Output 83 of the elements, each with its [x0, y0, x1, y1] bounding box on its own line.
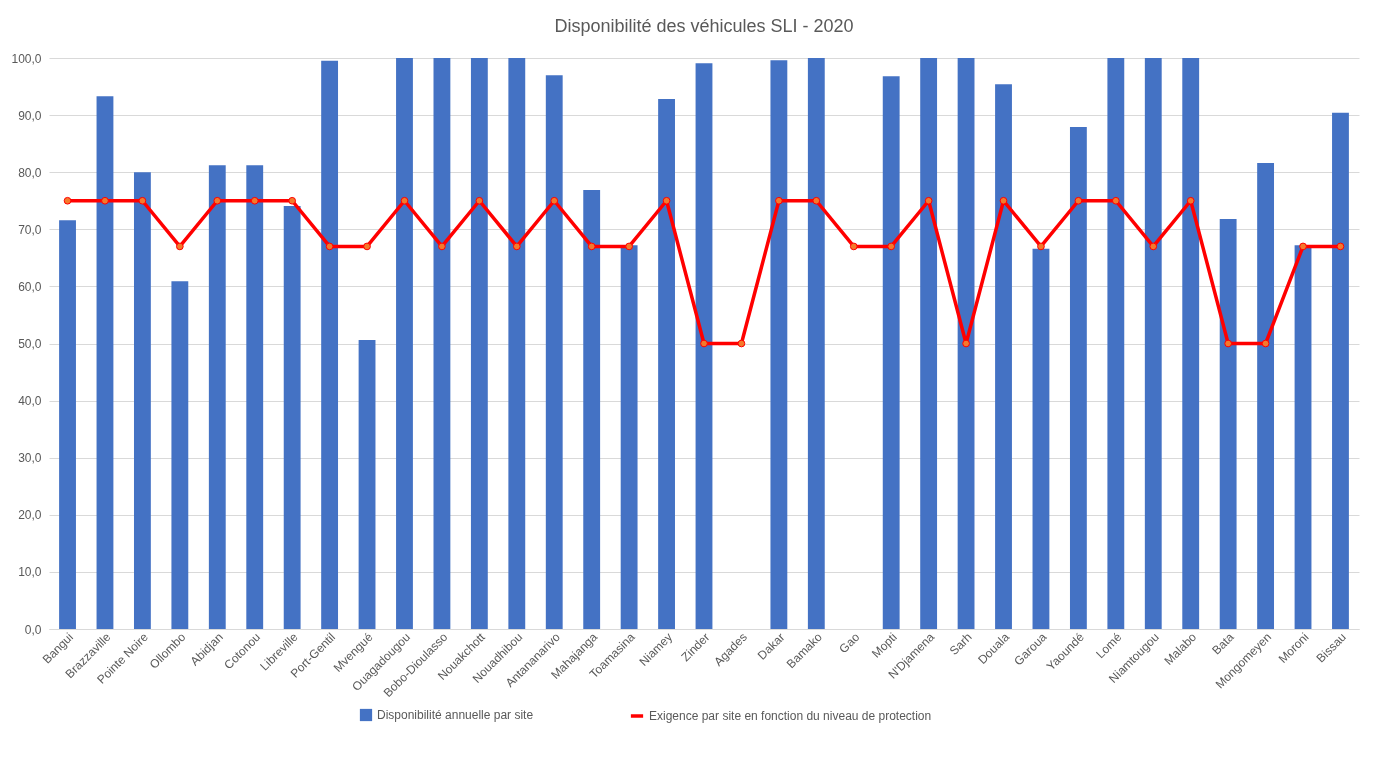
point	[887, 242, 896, 251]
point	[775, 196, 783, 205]
point	[924, 196, 933, 205]
point	[700, 339, 708, 348]
y-tick-label: 60,0	[18, 279, 42, 294]
point	[325, 242, 334, 251]
bar	[545, 75, 563, 629]
bar	[321, 60, 339, 629]
point	[475, 196, 484, 205]
bar	[1257, 163, 1275, 629]
point	[176, 242, 184, 251]
bar	[133, 172, 151, 629]
point	[1149, 242, 1158, 251]
point	[662, 196, 671, 205]
point	[737, 339, 746, 348]
bar	[658, 99, 675, 629]
bar	[1294, 245, 1312, 629]
bar	[620, 245, 638, 629]
bar	[770, 60, 788, 629]
point	[587, 242, 596, 251]
bar	[583, 189, 601, 629]
point	[213, 196, 222, 205]
point	[625, 242, 633, 251]
point	[962, 339, 970, 348]
bar	[1069, 127, 1087, 629]
bar	[508, 58, 526, 629]
y-tick-label: 20,0	[18, 508, 42, 523]
bar	[396, 58, 413, 629]
bar	[920, 58, 938, 629]
point	[438, 242, 446, 251]
y-tick-label: 10,0	[18, 565, 42, 580]
point	[550, 196, 559, 205]
point	[400, 196, 409, 205]
bar	[433, 58, 451, 629]
bar	[171, 281, 189, 629]
point	[288, 196, 297, 205]
bar	[1332, 112, 1349, 629]
bar	[283, 205, 301, 629]
bar	[470, 58, 488, 629]
point	[1074, 196, 1083, 205]
bar	[695, 63, 713, 629]
chart-title: Disponibilité des véhicules SLI - 2020	[554, 16, 854, 36]
bar	[96, 96, 114, 629]
y-tick-label: 70,0	[18, 222, 42, 237]
bar	[1182, 58, 1200, 629]
point	[1261, 339, 1270, 348]
bar	[208, 165, 226, 629]
x-tick-label: Gao	[836, 629, 863, 657]
point	[250, 196, 259, 205]
point	[101, 196, 109, 205]
y-tick-label: 90,0	[18, 108, 42, 123]
y-tick-label: 100,0	[11, 51, 42, 66]
point	[1224, 339, 1232, 348]
y-tick-label: 80,0	[18, 165, 42, 180]
bar	[1107, 58, 1125, 629]
legend-label: Disponibilité annuelle par site	[377, 708, 534, 722]
bar	[358, 340, 376, 629]
point	[63, 196, 72, 205]
point	[1111, 196, 1120, 205]
bar	[1144, 58, 1162, 629]
y-tick-label: 40,0	[18, 394, 42, 409]
bar	[246, 165, 264, 629]
point	[1299, 242, 1307, 251]
bar	[59, 220, 76, 629]
y-tick-label: 30,0	[18, 451, 42, 466]
bar	[1032, 248, 1050, 629]
bar	[957, 58, 975, 629]
point	[812, 196, 821, 205]
y-tick-label: 50,0	[18, 337, 42, 351]
point	[512, 242, 521, 251]
bar	[807, 58, 825, 629]
point	[363, 242, 371, 251]
point	[1336, 242, 1345, 251]
bar	[882, 76, 900, 629]
point	[999, 196, 1008, 205]
bar	[995, 84, 1012, 629]
legend-label: Exigence par site en fonction du niveau de protection	[649, 709, 932, 723]
point	[138, 196, 147, 205]
bar	[1219, 219, 1237, 629]
point	[1186, 196, 1195, 205]
point	[849, 242, 858, 251]
y-tick-label: 0,0	[24, 622, 42, 637]
point	[1037, 242, 1045, 251]
